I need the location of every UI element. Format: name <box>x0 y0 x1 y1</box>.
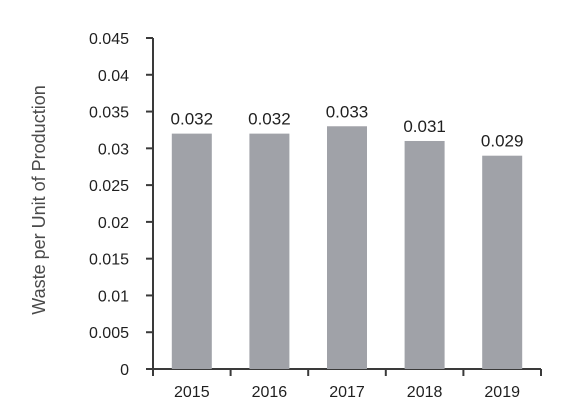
bar-2016 <box>249 133 290 369</box>
bar-2015 <box>171 133 212 369</box>
x-tick-label-2018: 2018 <box>407 384 443 401</box>
y-tick-label: 0.005 <box>89 325 129 342</box>
data-label-2015: 0.032 <box>171 110 214 129</box>
x-tick-label-2015: 2015 <box>174 384 210 401</box>
bar-2019 <box>482 155 523 369</box>
bar-2017 <box>327 126 367 370</box>
y-tick-label: 0.03 <box>98 141 129 158</box>
bar-2018 <box>404 140 445 369</box>
bars: 0.032 0.032 0.033 0.031 0.029 <box>171 102 524 370</box>
y-axis-title: Waste per Unit of Production <box>29 85 49 314</box>
y-tick-label: 0.04 <box>98 68 129 85</box>
y-tick-label: 0.01 <box>98 288 129 305</box>
data-label-2018: 0.031 <box>403 117 446 136</box>
x-tick-label-2019: 2019 <box>484 384 520 401</box>
y-axis: 0 0.005 0.01 0.015 0.02 0.025 0.03 0.035 0.04 0.0… <box>89 31 154 379</box>
y-tick-label: 0 <box>120 362 129 379</box>
data-label-2016: 0.032 <box>248 110 291 129</box>
x-tick-label-2016: 2016 <box>252 384 288 401</box>
x-tick-label-2017: 2017 <box>329 384 365 401</box>
y-tick-label: 0.045 <box>89 31 129 48</box>
data-label-2017: 0.033 <box>326 102 369 121</box>
y-tick-label: 0.02 <box>98 215 129 232</box>
y-tick-label: 0.035 <box>89 105 129 122</box>
x-axis: 2015 2016 2017 2018 2019 <box>152 368 542 401</box>
data-label-2019: 0.029 <box>481 132 524 151</box>
y-tick-label: 0.015 <box>89 252 129 269</box>
y-tick-label: 0.025 <box>89 178 129 195</box>
